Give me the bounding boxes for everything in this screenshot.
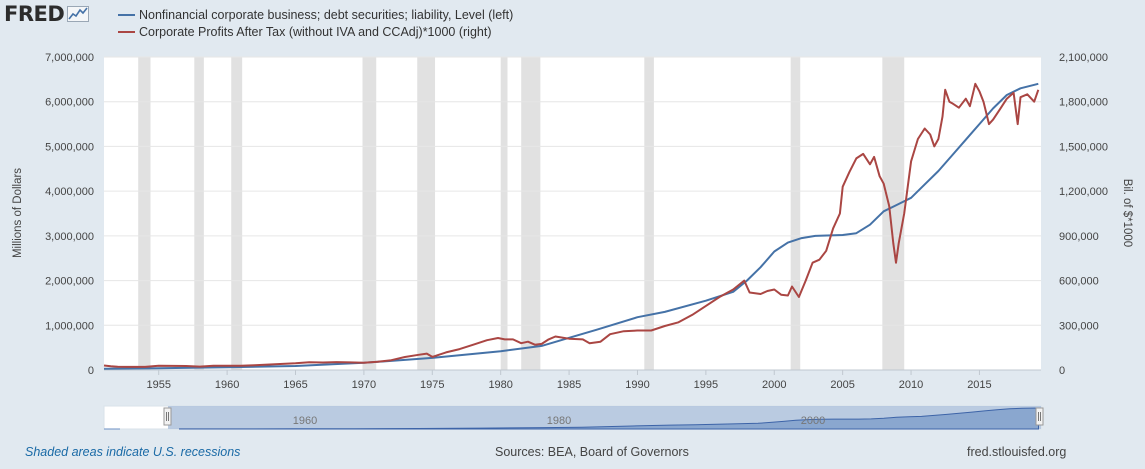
recession-band: [417, 57, 436, 370]
y-tick-right: 1,500,000: [1059, 141, 1108, 153]
y-tick-left: 6,000,000: [45, 97, 94, 109]
recession-band: [362, 57, 377, 370]
y-tick-left: 7,000,000: [45, 52, 94, 64]
y-tick-right: 300,000: [1059, 320, 1099, 332]
y-tick-right: 900,000: [1059, 231, 1099, 243]
chart-legend: Nonfinancial corporate business; debt se…: [118, 6, 513, 40]
recession-band: [521, 57, 541, 370]
x-tick-label: 1970: [352, 379, 376, 391]
x-tick-label: 1960: [215, 379, 239, 391]
y-tick-right: 2,100,000: [1059, 52, 1108, 64]
y-tick-right: 0: [1059, 365, 1065, 377]
y-tick-right: 1,200,000: [1059, 186, 1108, 198]
sources-text: Sources: BEA, Board of Governors: [495, 445, 689, 459]
x-tick-label: 1980: [488, 379, 512, 391]
y-axis-title-left: Millions of Dollars: [12, 168, 24, 258]
recession-note[interactable]: Shaded areas indicate U.S. recessions: [25, 445, 241, 459]
series-lines: [103, 82, 1040, 370]
recession-band: [644, 57, 654, 370]
recession-band: [500, 57, 508, 370]
navigator-label-1960: 1960: [293, 415, 317, 427]
navigator-label-1980: 1980: [547, 415, 571, 427]
y-tick-left: 1,000,000: [45, 320, 94, 332]
y-tick-right: 1,800,000: [1059, 97, 1108, 109]
range-navigator[interactable]: 1960 1980 2000: [103, 405, 1044, 430]
x-tick-label: 2015: [967, 379, 991, 391]
x-tick-label: 1965: [283, 379, 307, 391]
legend-item-debt[interactable]: Nonfinancial corporate business; debt se…: [118, 6, 513, 23]
x-tick-label: 1955: [146, 379, 170, 391]
legend-label: Nonfinancial corporate business; debt se…: [139, 7, 514, 22]
series-line-profits: [103, 82, 1040, 368]
series-line-debt: [103, 82, 1039, 370]
y-axis-title-right: Bil. of $*1000: [1121, 179, 1133, 247]
legend-swatch-blue: [118, 13, 135, 16]
legend-swatch-red: [118, 30, 135, 33]
y-tick-right: 600,000: [1059, 276, 1099, 288]
recession-band: [138, 57, 151, 370]
navigator-label-2000: 2000: [801, 415, 825, 427]
y-tick-left: 2,000,000: [45, 276, 94, 288]
y-tick-left: 3,000,000: [45, 231, 94, 243]
navigator-series: [179, 407, 1039, 430]
navigator-handle-left[interactable]: [163, 407, 172, 426]
x-tick-label: 1985: [557, 379, 581, 391]
logo-text: FRED: [4, 2, 65, 26]
x-tick-label: 2000: [762, 379, 786, 391]
recession-band: [790, 57, 801, 370]
x-tick-label: 1990: [625, 379, 649, 391]
navigator-handle-right[interactable]: [1035, 407, 1044, 426]
grid-lines: [104, 56, 1041, 371]
y-tick-left: 5,000,000: [45, 141, 94, 153]
x-tick-label: 1975: [420, 379, 444, 391]
x-tick-label: 2010: [899, 379, 923, 391]
recession-band: [882, 57, 905, 370]
recession-band: [231, 57, 243, 370]
axis-ticks: 0 1,000,000 2,000,000 3,000,000 4,000,000 5,0…: [45, 52, 1108, 391]
legend-item-profits[interactable]: Corporate Profits After Tax (without IVA…: [118, 23, 513, 40]
site-url[interactable]: fred.stlouisfed.org: [967, 445, 1067, 459]
y-tick-left: 4,000,000: [45, 186, 94, 198]
x-tick-label: 1995: [694, 379, 718, 391]
y-tick-left: 0: [88, 365, 94, 377]
chart-area: 0 1,000,000 2,000,000 3,000,000 4,000,000 5,0…: [12, 52, 1133, 430]
legend-label: Corporate Profits After Tax (without IVA…: [139, 24, 492, 39]
x-tick-label: 2005: [830, 379, 854, 391]
recession-bands: [138, 57, 905, 370]
fred-logo[interactable]: FRED: [4, 2, 90, 26]
chart-line-icon: [67, 6, 90, 22]
recession-band: [194, 57, 204, 370]
